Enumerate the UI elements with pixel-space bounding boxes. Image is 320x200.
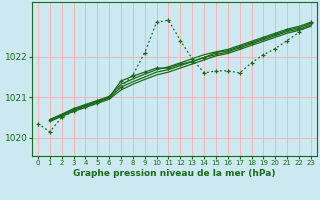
X-axis label: Graphe pression niveau de la mer (hPa): Graphe pression niveau de la mer (hPa) — [73, 169, 276, 178]
